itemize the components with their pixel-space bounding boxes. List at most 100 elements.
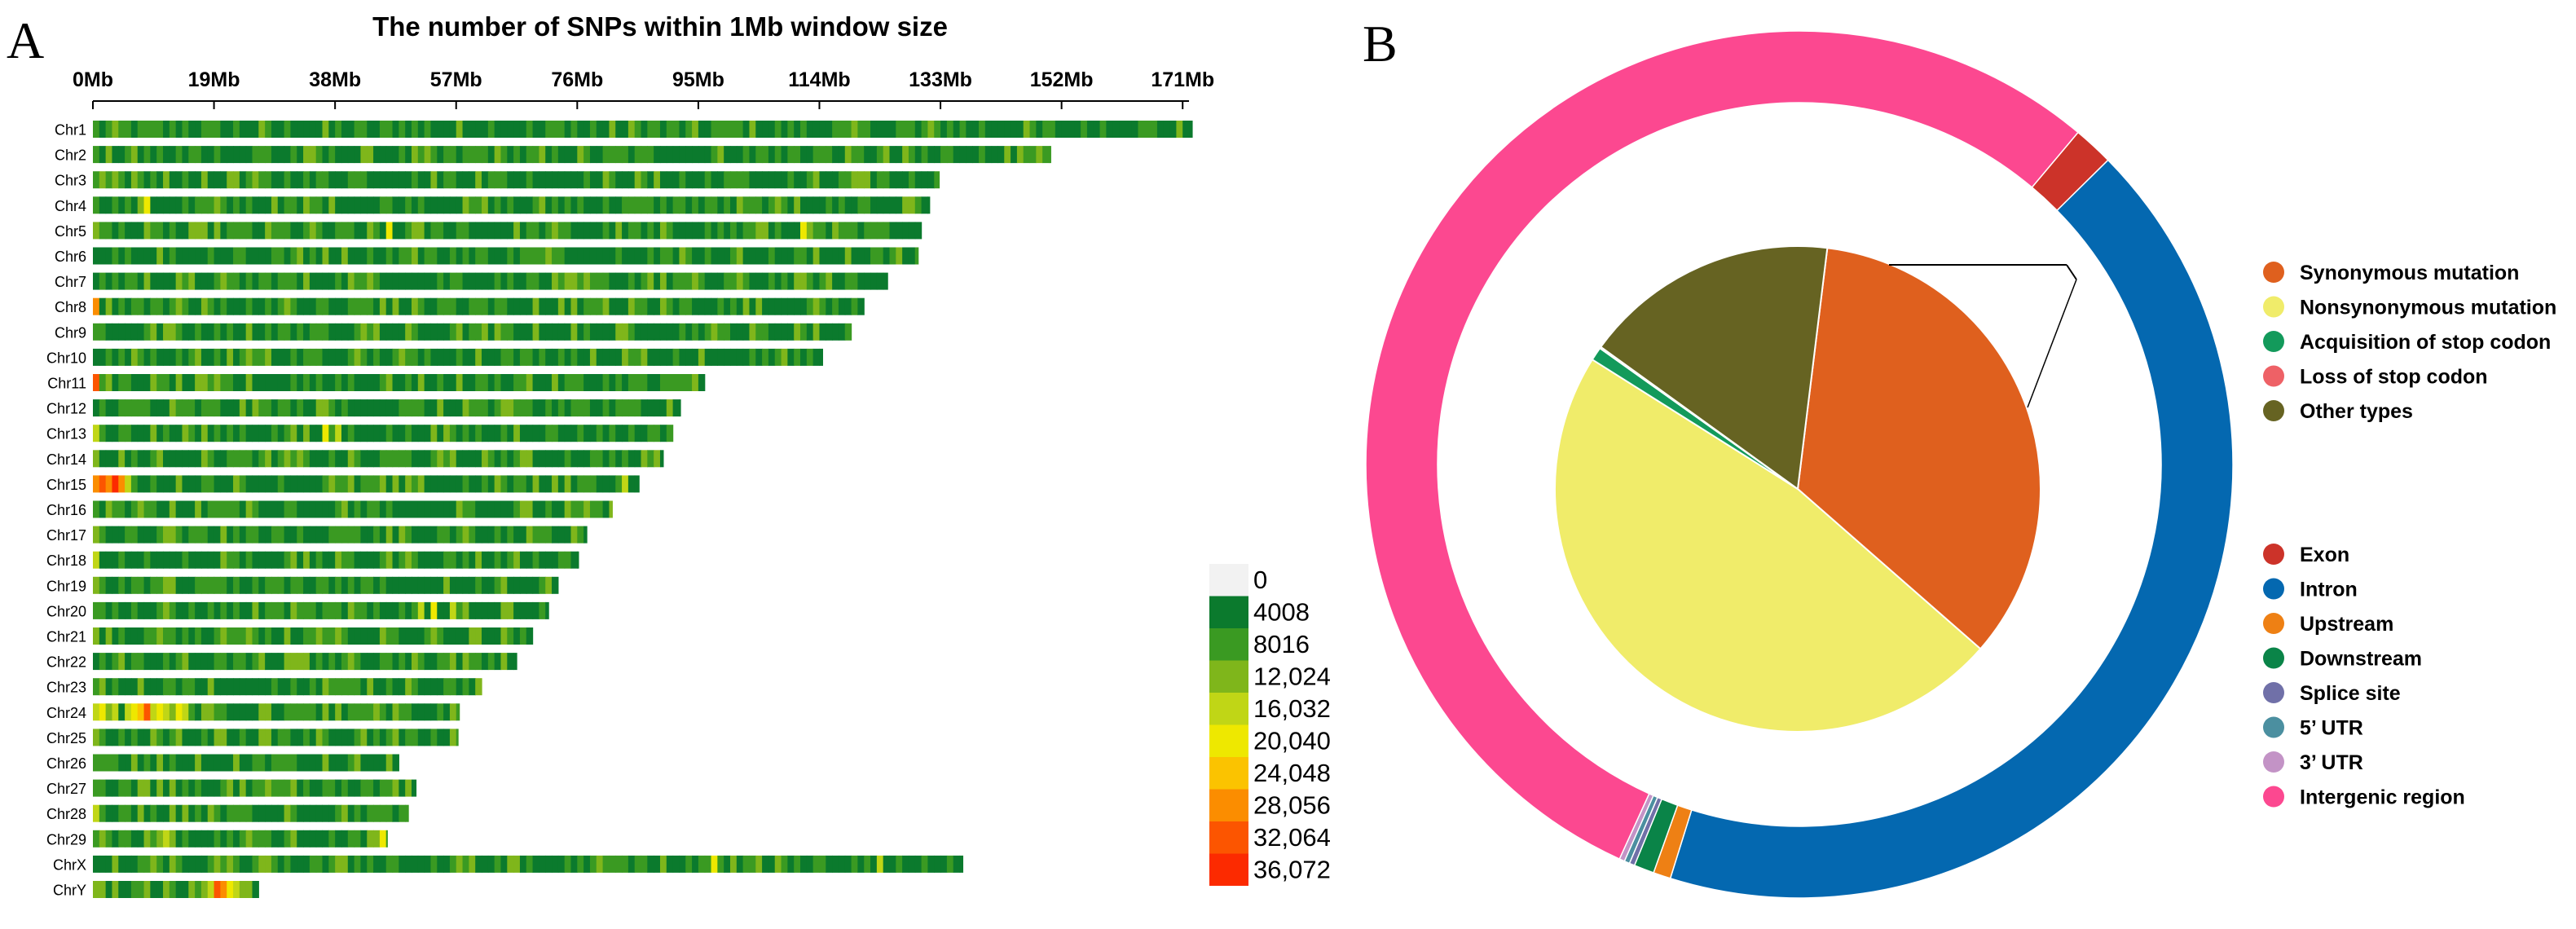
density-cell: [118, 678, 125, 696]
density-cell: [456, 297, 464, 315]
density-cell: [596, 500, 604, 518]
density-cell: [105, 500, 113, 518]
density-cell: [755, 196, 763, 214]
density-cell: [564, 526, 572, 544]
density-cell: [207, 576, 215, 594]
density-cell: [354, 222, 362, 240]
density-cell: [214, 222, 221, 240]
density-cell: [227, 576, 234, 594]
density-cell: [277, 703, 285, 721]
density-cell: [367, 804, 374, 822]
density-cell: [207, 323, 215, 341]
density-cell: [143, 627, 151, 645]
density-cell: [245, 323, 253, 341]
density-cell: [290, 804, 297, 822]
chromosome-bar-chr8: [93, 297, 865, 315]
density-cell: [284, 729, 292, 746]
density-cell: [93, 222, 100, 240]
density-cell: [220, 576, 227, 594]
density-cell: [118, 855, 125, 873]
density-cell: [634, 374, 642, 391]
density-cell: [379, 272, 387, 290]
density-cell: [972, 121, 980, 138]
density-cell: [412, 297, 419, 315]
density-cell: [379, 653, 387, 671]
density-cell: [412, 374, 419, 391]
density-cell: [494, 374, 502, 391]
density-cell: [258, 374, 266, 391]
density-cell: [526, 855, 534, 873]
density-cell: [233, 374, 240, 391]
density-cell: [309, 222, 317, 240]
density-cell: [265, 450, 272, 468]
legend-label: 16,032: [1253, 694, 1331, 723]
density-cell: [156, 399, 164, 417]
density-cell: [182, 526, 189, 544]
density-cell: [163, 627, 170, 645]
density-cell: [462, 272, 469, 290]
density-cell: [169, 855, 177, 873]
density-cell: [647, 297, 654, 315]
density-cell: [552, 450, 559, 468]
density-cell: [417, 247, 425, 265]
density-cell: [322, 678, 329, 696]
density-cell: [195, 171, 202, 189]
density-cell: [469, 196, 476, 214]
density-cell: [430, 703, 438, 721]
density-cell: [609, 348, 616, 366]
density-cell: [341, 196, 349, 214]
density-cell: [412, 399, 419, 417]
density-cell: [469, 678, 476, 696]
density-cell: [245, 551, 253, 569]
density-cell: [774, 323, 782, 341]
density-cell: [526, 348, 534, 366]
density-cell: [309, 196, 317, 214]
density-cell: [252, 146, 259, 164]
density-cell: [220, 297, 227, 315]
density-cell: [405, 475, 412, 493]
density-cell: [373, 425, 381, 442]
density-cell: [627, 297, 636, 315]
density-cell: [309, 754, 317, 772]
density-cell: [1144, 121, 1151, 138]
density-cell: [245, 121, 253, 138]
density-cell: [838, 121, 846, 138]
density-cell: [774, 171, 782, 189]
density-cell: [163, 576, 170, 594]
density-cell: [175, 855, 183, 873]
density-cell: [424, 348, 432, 366]
density-cell: [392, 804, 399, 822]
density-cell: [354, 475, 362, 493]
density-cell: [252, 425, 259, 442]
density-cell: [252, 399, 259, 417]
density-cell: [494, 526, 502, 544]
density-cell: [902, 196, 909, 214]
density-cell: [169, 754, 177, 772]
density-cell: [258, 653, 266, 671]
density-cell: [309, 297, 317, 315]
density-cell: [143, 754, 151, 772]
density-cell: [227, 399, 234, 417]
density-cell: [322, 222, 329, 240]
density-cell: [902, 855, 909, 873]
density-cell: [328, 678, 336, 696]
density-cell: [589, 500, 597, 518]
density-cell: [341, 475, 349, 493]
density-cell: [672, 855, 680, 873]
density-cell: [233, 551, 240, 569]
density-cell: [762, 297, 769, 315]
density-cell: [207, 121, 215, 138]
density-cell: [93, 450, 100, 468]
density-cell: [265, 627, 272, 645]
density-cell: [315, 196, 324, 214]
density-cell: [449, 500, 457, 518]
density-cell: [284, 551, 292, 569]
density-cell: [227, 551, 234, 569]
density-cell: [724, 171, 731, 189]
density-cell: [692, 348, 699, 366]
density-cell: [405, 601, 412, 619]
density-cell: [207, 374, 215, 391]
density-cell: [150, 804, 157, 822]
density-cell: [360, 627, 368, 645]
density-cell: [487, 348, 495, 366]
